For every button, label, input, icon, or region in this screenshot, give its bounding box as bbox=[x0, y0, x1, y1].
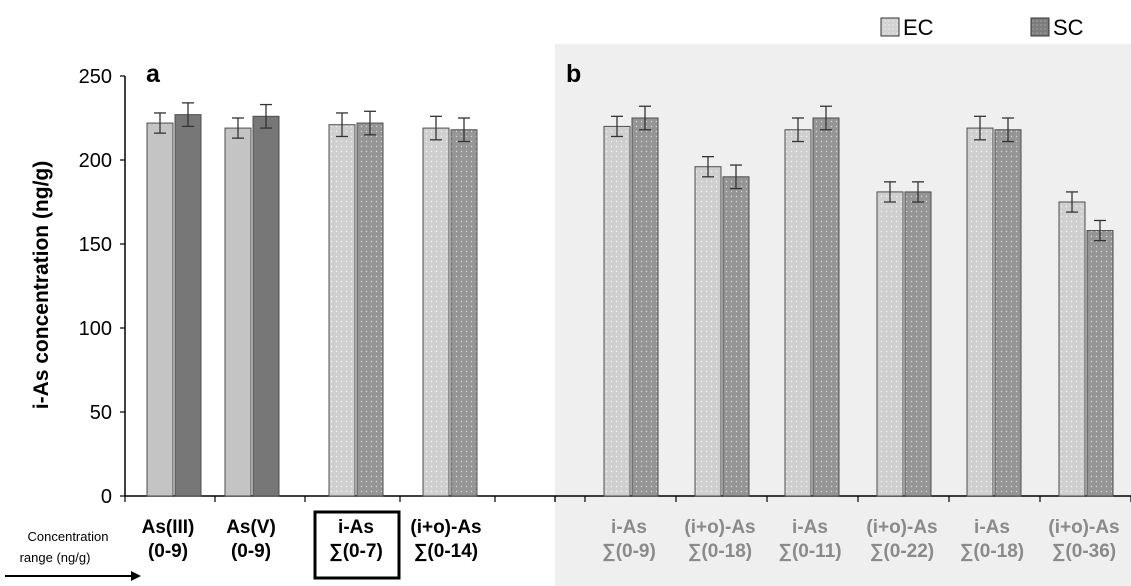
panel-b-category-label-4-line-2: ∑(0-18) bbox=[960, 541, 1024, 562]
highlighted-category-box bbox=[313, 510, 401, 580]
panel-b-category-label-5-line-2: ∑(0-36) bbox=[1052, 541, 1116, 562]
panel-b-bar-sc-5 bbox=[1086, 230, 1114, 497]
legend: EC SC bbox=[880, 15, 1084, 40]
panel-a-bar-ec-1 bbox=[224, 127, 252, 497]
panel-a-bar-sc-1 bbox=[252, 115, 280, 497]
panel-b-category-label-2-line-1: i-As bbox=[792, 517, 828, 538]
panel-b-category-label-3-line-1: (i+o)-As bbox=[866, 517, 937, 538]
panel-b-bar-sc-0 bbox=[631, 117, 659, 497]
range-note-line-1: Concentration bbox=[28, 529, 109, 544]
legend-swatch-sc bbox=[1030, 17, 1050, 37]
panel-b-category-label-1-line-2: ∑(0-18) bbox=[688, 541, 752, 562]
panel-a-bar-ec-3 bbox=[422, 127, 450, 497]
legend-swatch-ec bbox=[880, 17, 900, 37]
y-tick-label: 250 bbox=[79, 66, 112, 88]
panel-b-category-label-0-line-2: ∑(0-9) bbox=[602, 541, 656, 562]
y-tick-label: 0 bbox=[101, 486, 112, 508]
panel-a-category-label-0-line-2: (0-9) bbox=[148, 541, 188, 562]
panel-b-bar-sc-4 bbox=[994, 129, 1022, 497]
panel-b-bar-sc-3 bbox=[904, 191, 932, 497]
y-tick-label: 100 bbox=[79, 318, 112, 340]
panel-b-category-label-5-line-1: (i+o)-As bbox=[1048, 517, 1119, 538]
range-note-line-2: range (ng/g) bbox=[20, 550, 91, 565]
category-labels: As(III) (0-9) As(V) (0-9) i-As ∑(0-7) (i+o)-As… bbox=[142, 510, 1120, 580]
panel-a-category-label-1-line-1: As(V) bbox=[226, 517, 276, 538]
y-tick-label: 150 bbox=[79, 234, 112, 256]
panel-a-category-label-0-line-1: As(III) bbox=[142, 517, 195, 538]
panel-a-label: a bbox=[146, 60, 161, 88]
panel-a-bar-sc-0 bbox=[174, 114, 202, 497]
panel-b-bar-ec-1 bbox=[694, 166, 722, 497]
legend-label-sc: SC bbox=[1053, 15, 1084, 40]
panel-a-bar-sc-3 bbox=[450, 129, 478, 497]
panel-b-bar-sc-2 bbox=[812, 117, 840, 497]
panel-a-bar-sc-2 bbox=[356, 122, 384, 497]
panel-b-category-label-3-line-2: ∑(0-22) bbox=[870, 541, 934, 562]
range-arrow-head bbox=[131, 571, 141, 581]
panel-a-category-label-3-line-1: (i+o)-As bbox=[410, 517, 481, 538]
panel-b-bar-sc-1 bbox=[722, 176, 750, 497]
panel-b-bar-ec-2 bbox=[784, 129, 812, 497]
panel-a-bar-ec-2 bbox=[328, 124, 356, 497]
panel-a-category-label-3-line-2: ∑(0-14) bbox=[414, 541, 478, 562]
bars bbox=[146, 102, 1114, 497]
legend-label-ec: EC bbox=[903, 15, 934, 40]
panel-a-category-label-1-line-2: (0-9) bbox=[231, 541, 271, 562]
panel-b-bar-ec-3 bbox=[876, 191, 904, 497]
panel-b-category-label-2-line-2: ∑(0-11) bbox=[778, 541, 841, 562]
y-ticks: 0 50 100 150 200 250 bbox=[79, 66, 125, 508]
panel-b-bar-ec-0 bbox=[603, 125, 631, 497]
panel-b-label: b bbox=[566, 60, 581, 88]
panel-a-category-label-2-line-2: ∑(0-7) bbox=[329, 541, 383, 562]
panel-b-bar-ec-5 bbox=[1058, 201, 1086, 497]
panel-b-category-label-0-line-1: i-As bbox=[611, 517, 647, 538]
panel-b-category-label-1-line-1: (i+o)-As bbox=[684, 517, 755, 538]
panel-b-category-label-4-line-1: i-As bbox=[974, 517, 1010, 538]
y-tick-label: 200 bbox=[79, 150, 112, 172]
panel-a-bar-ec-0 bbox=[146, 122, 174, 497]
panel-b-bar-ec-4 bbox=[966, 127, 994, 497]
concentration-range-note: Concentration range (ng/g) bbox=[5, 529, 141, 581]
y-tick-label: 50 bbox=[90, 402, 112, 424]
panel-a-category-label-2-line-1: i-As bbox=[338, 517, 374, 538]
y-axis-title: i-As concentration (ng/g) bbox=[30, 161, 53, 410]
